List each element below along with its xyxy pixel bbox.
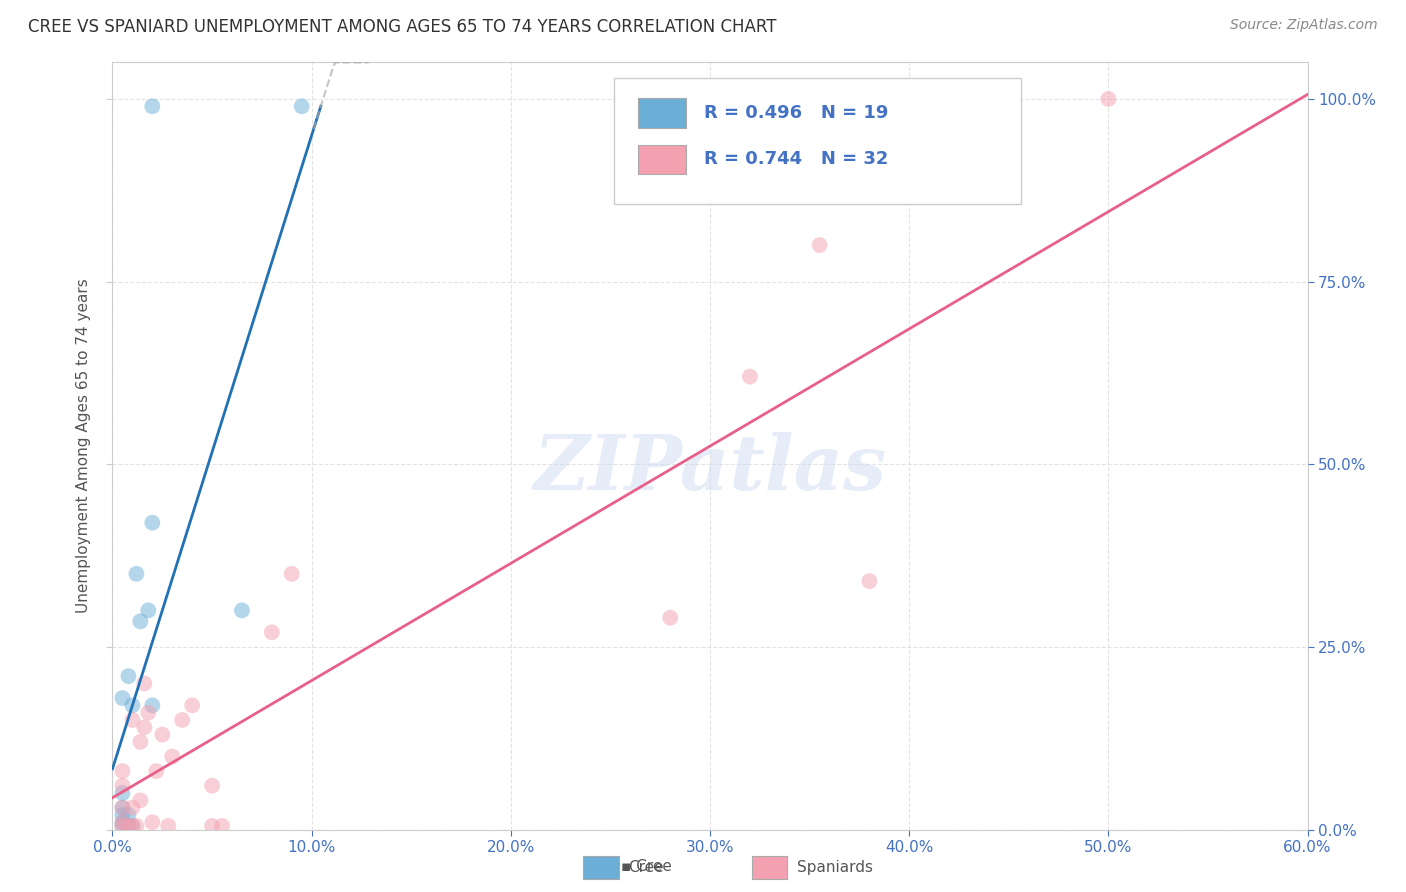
Point: [129, 735, 152, 749]
Point: [134, 720, 156, 734]
Point: [281, 566, 304, 581]
Text: Spaniards: Spaniards: [797, 861, 873, 875]
Point: [125, 819, 148, 833]
Point: [738, 369, 761, 384]
Point: [201, 819, 224, 833]
Point: [117, 819, 139, 833]
Point: [659, 610, 682, 624]
Point: [111, 819, 134, 833]
Text: R = 0.744   N = 32: R = 0.744 N = 32: [704, 150, 889, 168]
Point: [121, 698, 143, 713]
Text: Cree: Cree: [628, 861, 664, 875]
Text: CREE VS SPANIARD UNEMPLOYMENT AMONG AGES 65 TO 74 YEARS CORRELATION CHART: CREE VS SPANIARD UNEMPLOYMENT AMONG AGES…: [28, 18, 776, 36]
Point: [291, 99, 314, 113]
Point: [117, 819, 139, 833]
Point: [211, 819, 233, 833]
Point: [111, 764, 134, 778]
Point: [111, 779, 134, 793]
Point: [121, 713, 143, 727]
Point: [141, 99, 163, 113]
Text: R = 0.496   N = 19: R = 0.496 N = 19: [704, 104, 889, 122]
Text: ▪ Cree: ▪ Cree: [621, 859, 672, 874]
Point: [201, 779, 224, 793]
Point: [117, 808, 139, 822]
Point: [172, 713, 194, 727]
Point: [162, 749, 183, 764]
Point: [129, 793, 152, 807]
Point: [138, 603, 160, 617]
Point: [121, 819, 143, 833]
Point: [129, 615, 152, 629]
Point: [111, 800, 134, 814]
Point: [1097, 92, 1119, 106]
FancyBboxPatch shape: [614, 78, 1021, 204]
Point: [150, 728, 173, 742]
Point: [808, 238, 831, 252]
Point: [125, 566, 148, 581]
Point: [121, 819, 143, 833]
Point: [141, 698, 163, 713]
Point: [134, 676, 156, 690]
Point: [111, 815, 134, 830]
Point: [138, 706, 160, 720]
Point: [157, 819, 180, 833]
Point: [141, 516, 163, 530]
Point: [111, 819, 134, 833]
FancyBboxPatch shape: [638, 98, 686, 128]
Point: [858, 574, 880, 589]
Y-axis label: Unemployment Among Ages 65 to 74 years: Unemployment Among Ages 65 to 74 years: [76, 278, 91, 614]
Point: [111, 815, 134, 830]
FancyBboxPatch shape: [638, 145, 686, 174]
Point: [111, 691, 134, 706]
Point: [111, 808, 134, 822]
Point: [145, 764, 167, 778]
Point: [111, 786, 134, 800]
Text: Source: ZipAtlas.com: Source: ZipAtlas.com: [1230, 18, 1378, 32]
Point: [121, 800, 143, 814]
Point: [231, 603, 253, 617]
Point: [117, 669, 139, 683]
Text: ZIPatlas: ZIPatlas: [533, 432, 887, 506]
Point: [141, 815, 163, 830]
Point: [181, 698, 204, 713]
Point: [260, 625, 283, 640]
Point: [111, 800, 134, 814]
